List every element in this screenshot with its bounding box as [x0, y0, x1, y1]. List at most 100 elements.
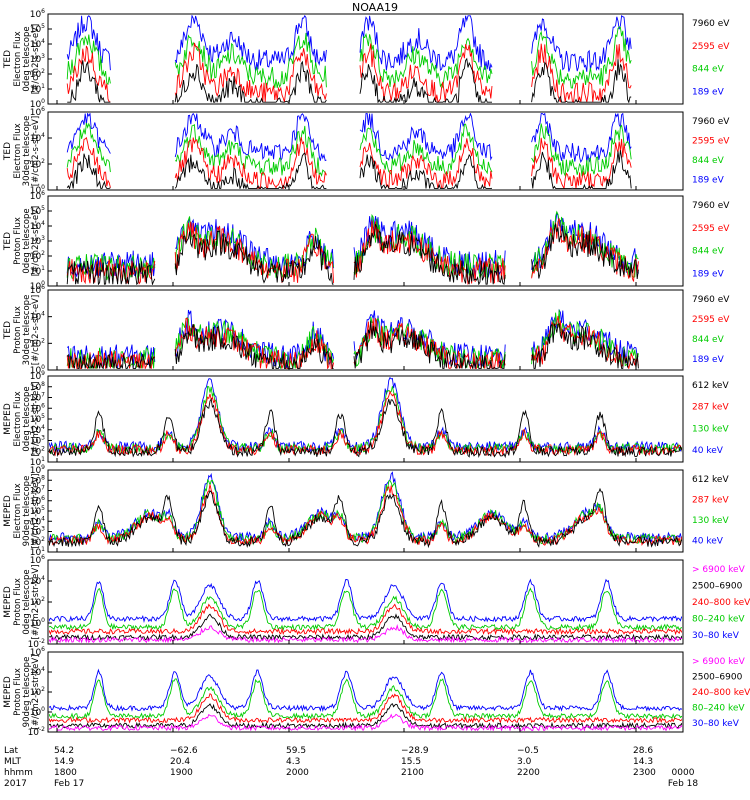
y-label-line: [#/cm2-s-str-keV] — [31, 474, 41, 549]
series-line — [49, 385, 682, 455]
legend-entry: 7960 eV — [692, 19, 730, 29]
traces — [49, 668, 682, 731]
legend-entry: 30–80 keV — [692, 719, 740, 729]
legend-entry: 189 eV — [692, 175, 725, 185]
y-label-line: 0deg telescope — [22, 208, 32, 273]
x-tick-label: 1900 — [170, 768, 193, 778]
y-label-line: 0deg telescope — [22, 26, 32, 91]
series-line — [66, 26, 632, 89]
series-line — [49, 471, 682, 544]
y-tick-label: 106 — [30, 554, 45, 566]
y-label-line: [#/cm2-s-str-keV] — [31, 382, 41, 457]
x-tick-label: 0000 — [672, 768, 695, 778]
traces — [49, 471, 682, 549]
legend-entry: 189 eV — [692, 355, 725, 365]
instrument-label: TED — [3, 50, 13, 69]
series-line — [66, 136, 632, 189]
series-line — [49, 390, 682, 457]
x-tick-label: 4.3 — [286, 757, 300, 767]
x-tick-label: Feb 18 — [668, 779, 699, 789]
y-label-line: Proton Flux — [13, 668, 23, 716]
legend-entry: 2500–6900 — [692, 581, 743, 591]
instrument-label: TED — [3, 142, 13, 161]
y-label-line: [#/cm2-s-str-keV] — [31, 655, 41, 730]
series-line — [49, 713, 682, 731]
series-line — [49, 603, 682, 636]
legend-entry: 240–800 keV — [692, 598, 750, 608]
legend-entry: 2595 eV — [692, 224, 730, 234]
y-label-line: 0deg telescope — [22, 386, 32, 451]
x-tick-label: 59.5 — [286, 746, 306, 756]
legend-entry: 7960 eV — [692, 201, 730, 211]
y-label-line: Electron Flux — [13, 483, 23, 538]
series-line — [66, 320, 639, 369]
y-label-line: Electron Flux — [13, 391, 23, 446]
x-row-label: MLT — [4, 757, 22, 767]
legend-entry: 189 eV — [692, 270, 725, 280]
legend-entry: 2595 eV — [692, 136, 730, 146]
x-row-label: hhmm — [4, 768, 33, 778]
traces — [66, 308, 639, 369]
y-label-line: Electron Flux — [13, 123, 23, 178]
series-line — [66, 113, 632, 164]
y-label-line: Electron Flux — [13, 31, 23, 86]
chart-title: NOAA19 — [352, 1, 398, 14]
y-label-line: 30deg telescope — [22, 295, 32, 366]
x-row-label: Lat — [4, 746, 19, 756]
y-tick-label: 106 — [30, 284, 45, 296]
series-line — [49, 478, 682, 546]
legend-entry: 7960 eV — [692, 295, 730, 305]
series-line — [66, 212, 639, 279]
series-line — [66, 223, 639, 285]
legend-entry: > 6900 keV — [692, 657, 746, 667]
y-label-line: 30deg telescope — [22, 116, 32, 187]
series-line — [66, 309, 639, 369]
panel-frame — [47, 289, 684, 371]
x-tick-label: 2100 — [401, 768, 424, 778]
legend-entry: 844 eV — [692, 156, 725, 166]
legend-entry: > 6900 keV — [692, 565, 746, 575]
y-tick-label: 106 — [30, 190, 45, 202]
x-tick-label: 2200 — [517, 768, 540, 778]
legend-entry: 612 keV — [692, 381, 729, 391]
series-line — [67, 57, 632, 103]
instrument-label: MEPED — [3, 403, 13, 435]
legend-entry: 80–240 keV — [692, 614, 745, 624]
instrument-label: TED — [3, 321, 13, 340]
traces — [66, 15, 632, 103]
x-tick-label: 2300 — [633, 768, 656, 778]
x-tick-label: 1800 — [54, 768, 77, 778]
x-tick-label: −0.5 — [517, 746, 539, 756]
x-tick-label: Feb 17 — [54, 779, 84, 789]
series-line — [49, 578, 682, 624]
instrument-label: TED — [3, 232, 13, 251]
legend-entry: 30–80 keV — [692, 631, 740, 641]
series-line — [49, 624, 682, 643]
x-tick-label: 54.2 — [54, 746, 74, 756]
y-label-line: [#/cm2-s-str-keV] — [31, 565, 41, 640]
series-line — [66, 42, 632, 103]
y-axis-label: TED Proton Flux 0deg telescope [#/cm2-s-str… — [3, 206, 41, 276]
y-axis-label: MEPED Electron Flux 90deg telescope [#/cm2-… — [3, 474, 41, 549]
y-label-line: [#/cm2-s-str-eV] — [31, 206, 41, 276]
y-axis-label: MEPED Proton Flux 90deg telescope [#/cm2-s-… — [3, 655, 41, 730]
legend-entry: 40 keV — [692, 537, 724, 547]
y-label-line: [#/cm2-s-str-eV] — [31, 116, 41, 186]
legend-entry: 844 eV — [692, 65, 725, 75]
y-label-line: 90deg telescope — [22, 476, 32, 547]
series-line — [66, 150, 632, 189]
legend-entry: 2595 eV — [692, 315, 730, 325]
y-label-line: Proton Flux — [13, 306, 23, 354]
traces — [49, 578, 682, 643]
y-axis-label: MEPED Proton Flux 0deg telescope [#/cm2-s-s… — [3, 565, 41, 640]
series-line — [66, 218, 639, 285]
traces — [66, 113, 632, 189]
x-row-label: 2017 — [4, 779, 27, 789]
